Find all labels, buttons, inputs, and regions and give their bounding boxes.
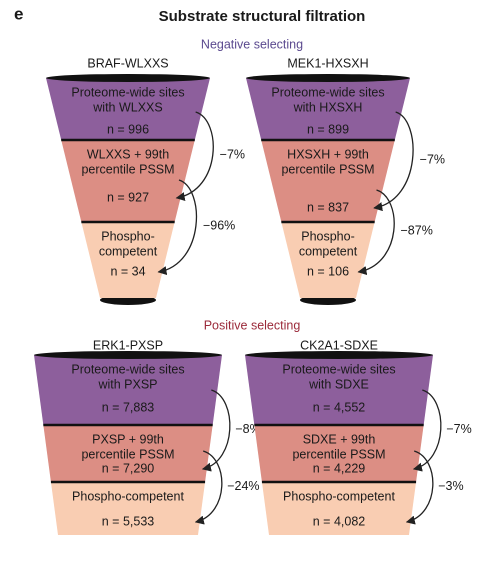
change-arrow (412, 389, 442, 472)
stage-label: competent (299, 244, 358, 258)
stage-label: with HXSXH (293, 100, 363, 114)
stage-label: Phospho-competent (72, 489, 184, 503)
change-label: −87% (401, 223, 433, 237)
change-arrow (357, 189, 395, 276)
funnel-stage (61, 140, 195, 222)
title: Substrate structural filtration (159, 8, 366, 25)
stage-label: percentile PSSM (281, 162, 374, 176)
change-arrow (157, 179, 197, 276)
change-label: −7% (446, 422, 471, 436)
change-arrow (175, 111, 214, 202)
stage-label: percentile PSSM (81, 162, 174, 176)
change-arrow (373, 111, 414, 212)
group-heading: Positive selecting (204, 318, 301, 332)
stage-label: Phospho- (101, 229, 155, 243)
stage-count: n = 927 (107, 190, 149, 204)
stage-count: n = 899 (307, 122, 349, 136)
stage-label: with PXSP (97, 377, 157, 391)
stage-label: with WLXXS (92, 100, 162, 114)
funnel-stage (261, 482, 417, 535)
funnel-top (46, 74, 210, 82)
stage-count: n = 837 (307, 200, 349, 214)
change-arrow (201, 389, 231, 472)
stage-count: n = 4,082 (313, 514, 366, 528)
funnel-stage (245, 355, 433, 425)
change-label: −7% (220, 147, 245, 161)
funnel-top (246, 74, 410, 82)
stage-label: Phospho-competent (283, 489, 395, 503)
funnel-top (34, 351, 222, 359)
funnel-top (245, 351, 433, 359)
stage-label: competent (99, 244, 158, 258)
funnel-name: CK2A1-SDXE (300, 338, 378, 352)
stage-count: n = 4,229 (313, 461, 366, 475)
stage-label: Proteome-wide sites (282, 362, 395, 376)
stage-label: WLXXS + 99th (87, 147, 169, 161)
group-heading: Negative selecting (201, 37, 303, 51)
stage-count: n = 7,290 (102, 461, 155, 475)
stage-label: with SDXE (308, 377, 369, 391)
funnel-stage (34, 355, 222, 425)
stage-count: n = 5,533 (102, 514, 155, 528)
stage-label: percentile PSSM (292, 447, 385, 461)
funnel-name: MEK1-HXSXH (287, 56, 368, 70)
stage-count: n = 34 (110, 264, 145, 278)
stage-label: SDXE + 99th (303, 432, 376, 446)
change-label: −7% (420, 152, 445, 166)
funnel-stage (254, 425, 424, 482)
change-arrow (194, 450, 223, 525)
funnel-stage (81, 222, 175, 298)
stage-label: PXSP + 99th (92, 432, 164, 446)
funnel-name: ERK1-PXSP (93, 338, 163, 352)
change-label: −3% (438, 479, 463, 493)
stage-label: Proteome-wide sites (71, 362, 184, 376)
change-arrow (405, 450, 434, 525)
stage-label: percentile PSSM (81, 447, 174, 461)
change-label: −24% (227, 479, 259, 493)
funnel-stage (281, 222, 375, 298)
funnel-name: BRAF-WLXXS (87, 56, 168, 70)
stage-label: Phospho- (301, 229, 355, 243)
funnel-stage (50, 482, 206, 535)
stage-count: n = 7,883 (102, 400, 155, 414)
funnel-stage (261, 140, 395, 222)
stage-label: Proteome-wide sites (271, 85, 384, 99)
stage-count: n = 106 (307, 264, 349, 278)
funnel-stage (46, 78, 210, 140)
stage-count: n = 996 (107, 122, 149, 136)
stage-count: n = 4,552 (313, 400, 366, 414)
funnel-stage (43, 425, 213, 482)
panel-label: e (14, 4, 23, 23)
change-label: −96% (203, 218, 235, 232)
stage-label: Proteome-wide sites (71, 85, 184, 99)
stage-label: HXSXH + 99th (287, 147, 369, 161)
funnel-stage (246, 78, 410, 140)
